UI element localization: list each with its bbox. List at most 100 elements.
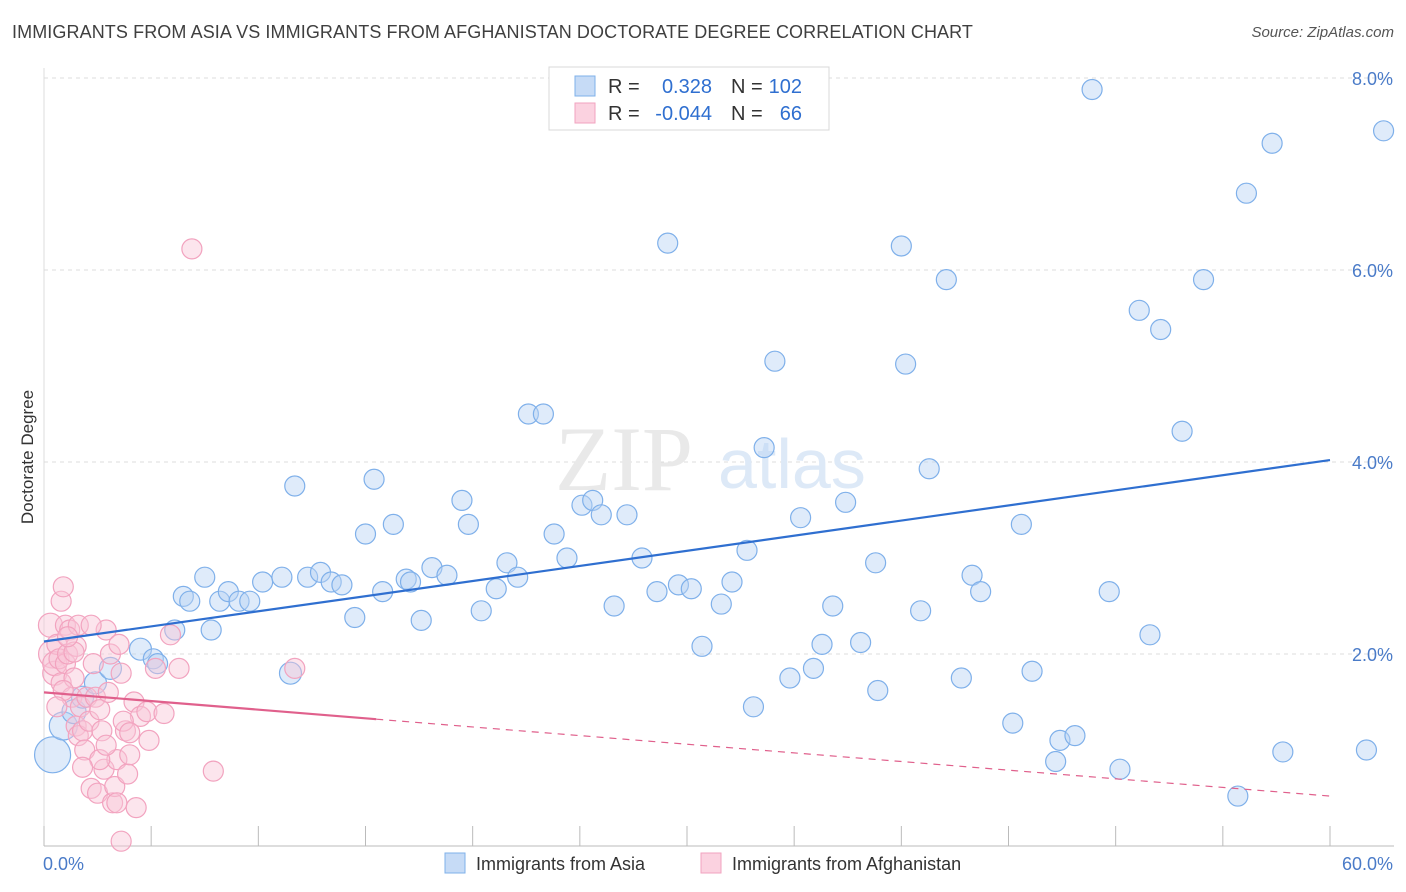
afghanistan-point-42 <box>119 744 141 766</box>
asia-point-37 <box>457 513 479 536</box>
asia-point-21 <box>284 475 306 497</box>
afghanistan-point-53 <box>202 760 224 782</box>
series-asia-points <box>33 78 1395 807</box>
asia-point-17 <box>239 590 261 612</box>
asia-point-18 <box>252 571 274 593</box>
asia-point-59 <box>736 539 758 561</box>
afghanistan-point-58 <box>52 679 74 702</box>
asia-point-91 <box>1150 318 1172 341</box>
afghanistan-point-52 <box>181 238 203 260</box>
asia-point-90 <box>1139 624 1161 646</box>
legend-r-label-asia: R = <box>608 76 640 98</box>
afghanistan-point-36 <box>106 748 128 771</box>
asia-point-45 <box>556 547 578 569</box>
afghanistan-regression-line-extension <box>376 718 1331 797</box>
asia-point-16 <box>228 590 250 612</box>
bottom-legend-label-afghanistan: Immigrants from Afghanistan <box>732 854 961 874</box>
asia-point-62 <box>764 350 786 372</box>
asia-point-33 <box>410 609 432 632</box>
afghanistan-point-17 <box>67 614 89 636</box>
bottom-legend-label-asia: Immigrants from Asia <box>476 854 646 874</box>
afghanistan-point-38 <box>110 662 132 684</box>
watermark-atlas: atlas <box>718 425 866 503</box>
afghanistan-regression-line <box>43 691 377 721</box>
y-tick-label-2: 6.0% <box>1352 261 1393 281</box>
asia-point-27 <box>354 523 377 545</box>
asia-point-81 <box>1010 513 1032 536</box>
asia-point-46 <box>571 494 593 516</box>
legend-n-label-asia: N = <box>731 76 763 98</box>
asia-point-61 <box>753 437 775 459</box>
asia-point-71 <box>867 679 889 702</box>
afghanistan-point-44 <box>125 796 147 819</box>
x-tick-label-max: 60.0% <box>1342 854 1393 874</box>
asia-point-42 <box>517 403 539 425</box>
afghanistan-point-54 <box>284 657 306 680</box>
regression-lines <box>43 458 1331 797</box>
chart-title: IMMIGRANTS FROM ASIA VS IMMIGRANTS FROM … <box>12 22 974 42</box>
asia-point-60 <box>742 696 765 718</box>
asia-point-32 <box>399 571 422 593</box>
x-tick-label-min: 0.0% <box>43 854 84 874</box>
asia-point-70 <box>865 552 887 574</box>
asia-point-68 <box>835 491 857 513</box>
legend-r-label-afghanistan: R = <box>608 103 640 125</box>
asia-point-85 <box>1045 750 1067 773</box>
afghanistan-point-28 <box>89 699 111 721</box>
asia-point-69 <box>850 631 872 654</box>
afghanistan-point-37 <box>108 633 130 656</box>
asia-point-57 <box>710 593 732 615</box>
x-tick-labels: 0.0% 60.0% <box>43 854 1393 874</box>
legend-n-value-asia: 102 <box>769 76 802 98</box>
legend-r-value-asia: 0.328 <box>662 76 712 98</box>
afghanistan-point-56 <box>80 614 102 636</box>
watermark: ZIP atlas <box>555 408 866 510</box>
afghanistan-point-8 <box>52 576 74 598</box>
asia-point-49 <box>603 595 625 617</box>
asia-point-58 <box>721 571 743 593</box>
asia-point-98 <box>1355 739 1378 761</box>
asia-point-63 <box>779 667 801 689</box>
asia-point-29 <box>372 580 394 603</box>
afghanistan-point-49 <box>153 702 175 725</box>
bottom-legend: Immigrants from Asia Immigrants from Afg… <box>444 852 961 874</box>
asia-point-43 <box>532 403 554 425</box>
legend-box <box>548 66 830 131</box>
asia-point-12 <box>194 566 216 588</box>
asia-point-72 <box>890 235 912 257</box>
asia-point-87 <box>1098 580 1120 603</box>
asia-point-96 <box>1261 132 1283 154</box>
afghanistan-point-21 <box>74 739 96 761</box>
asia-point-73 <box>895 353 917 375</box>
gridlines <box>44 77 1394 655</box>
legend-n-label-afghanistan: N = <box>731 103 763 125</box>
afghanistan-point-64 <box>46 696 68 718</box>
asia-point-77 <box>950 667 972 689</box>
afghanistan-point-59 <box>119 722 141 744</box>
asia-point-48 <box>590 504 612 526</box>
asia-point-28 <box>363 468 385 490</box>
afghanistan-point-35 <box>104 775 126 798</box>
asia-point-97 <box>1272 741 1294 763</box>
asia-point-44 <box>543 523 565 545</box>
asia-point-89 <box>1128 299 1150 321</box>
asia-point-41 <box>507 566 529 588</box>
afghanistan-point-50 <box>159 624 182 646</box>
asia-point-19 <box>271 566 293 588</box>
asia-point-55 <box>680 578 702 600</box>
legend-n-value-afghanistan: 66 <box>780 103 802 125</box>
series-afghanistan-points <box>37 238 306 852</box>
y-axis-title: Doctorate Degree <box>18 390 37 524</box>
afghanistan-point-47 <box>138 729 160 752</box>
afghanistan-point-65 <box>95 734 117 756</box>
asia-point-0 <box>33 736 72 774</box>
asia-point-66 <box>811 633 833 656</box>
y-tick-label-1: 4.0% <box>1352 453 1393 473</box>
asia-point-50 <box>616 504 638 526</box>
asia-point-56 <box>691 635 713 657</box>
afghanistan-point-63 <box>71 756 94 778</box>
asia-point-30 <box>382 513 404 536</box>
asia-point-13 <box>200 619 222 641</box>
asia-point-88 <box>1109 758 1131 780</box>
